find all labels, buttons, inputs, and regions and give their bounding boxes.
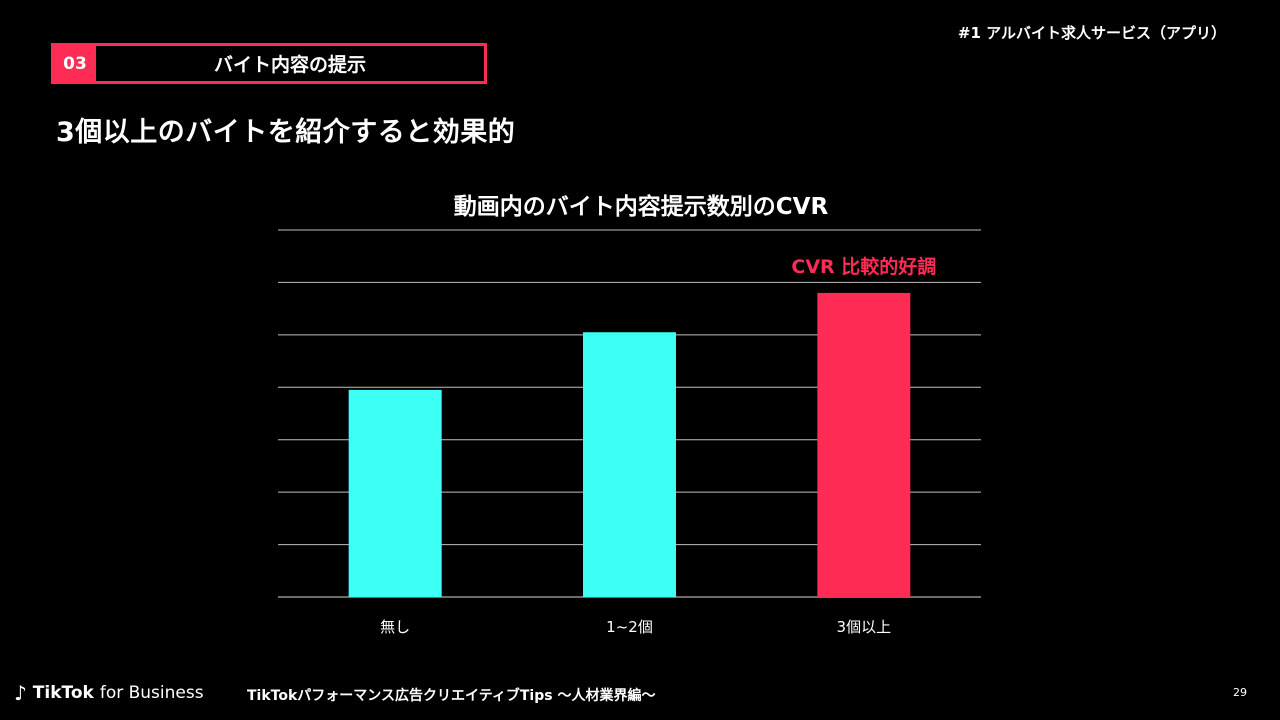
bar-0 xyxy=(348,389,442,597)
footer-brand-suffix: for Business xyxy=(99,683,204,703)
bar-1 xyxy=(583,332,676,597)
section-header: 03 バイト内容の提示 xyxy=(51,43,487,84)
x-tick-label: 1~2個 xyxy=(606,618,653,636)
bar-2 xyxy=(817,292,911,597)
chart-bars xyxy=(348,292,911,597)
section-number: 03 xyxy=(54,46,96,81)
page-number: 29 xyxy=(1233,686,1247,699)
chart-title: 動画内のバイト内容提示数別のCVR xyxy=(454,193,829,220)
x-tick-label: 無し xyxy=(380,618,410,636)
chart-annotation: CVR 比較的好調 xyxy=(791,255,936,278)
series-label: #1 アルバイト求人サービス（アプリ） xyxy=(957,24,1226,42)
x-tick-label: 3個以上 xyxy=(837,618,892,636)
tiktok-for-business-logo: ♪ TikTok for Business xyxy=(14,681,204,705)
footer-brand: TikTok xyxy=(32,683,94,703)
tiktok-note-icon: ♪ xyxy=(14,681,27,705)
footer-title: TikTokパフォーマンス広告クリエイティブTips 〜人材業界編〜 xyxy=(247,688,656,704)
chart-x-labels: 無し 1~2個 3個以上 xyxy=(380,618,891,636)
section-title: バイト内容の提示 xyxy=(213,54,366,76)
page-headline: 3個以上のバイトを紹介すると効果的 xyxy=(56,117,516,148)
